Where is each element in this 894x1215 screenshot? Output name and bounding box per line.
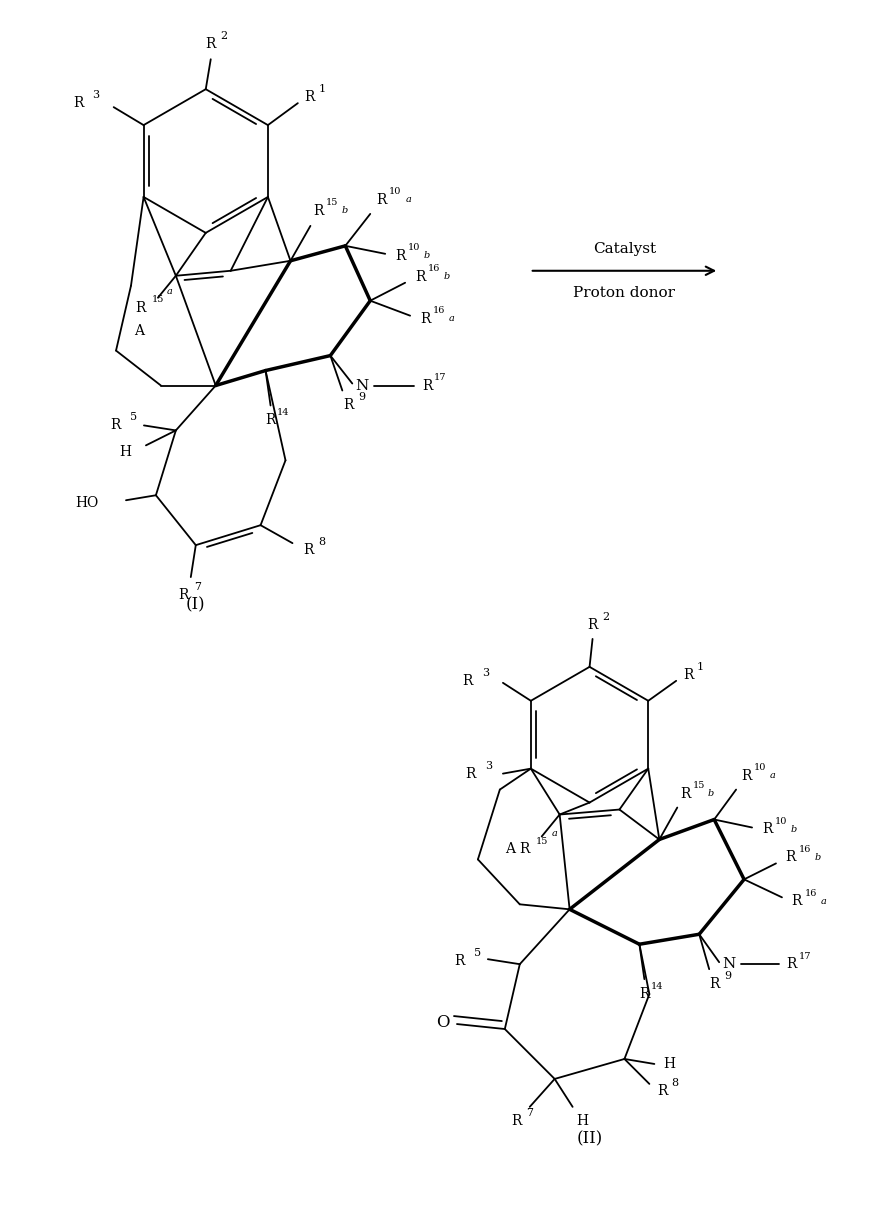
Text: 9: 9 bbox=[724, 971, 731, 982]
Text: 9: 9 bbox=[358, 392, 366, 402]
Text: R: R bbox=[265, 413, 275, 428]
Text: R: R bbox=[313, 204, 324, 217]
Text: 2: 2 bbox=[602, 612, 609, 622]
Text: R: R bbox=[465, 767, 476, 780]
Text: R: R bbox=[342, 399, 353, 412]
Text: R: R bbox=[421, 379, 432, 392]
Text: H: H bbox=[576, 1114, 588, 1128]
Text: Catalyst: Catalyst bbox=[592, 242, 655, 256]
Text: 1: 1 bbox=[318, 84, 325, 95]
Text: b: b bbox=[424, 252, 430, 260]
Text: R: R bbox=[682, 668, 693, 682]
Text: 10: 10 bbox=[408, 243, 420, 253]
Text: 15: 15 bbox=[152, 295, 164, 304]
Text: R: R bbox=[511, 1114, 521, 1128]
Text: 16: 16 bbox=[427, 265, 440, 273]
Text: R: R bbox=[304, 90, 315, 104]
Text: 14: 14 bbox=[650, 982, 662, 990]
Text: 10: 10 bbox=[753, 763, 765, 773]
Text: b: b bbox=[790, 825, 797, 833]
Text: O: O bbox=[435, 1013, 450, 1030]
Text: A: A bbox=[134, 323, 144, 338]
Text: 8: 8 bbox=[671, 1078, 678, 1087]
Text: 1: 1 bbox=[696, 662, 703, 672]
Text: R: R bbox=[419, 312, 430, 326]
Text: R: R bbox=[740, 769, 750, 782]
Text: 15: 15 bbox=[692, 781, 704, 790]
Text: a: a bbox=[820, 897, 826, 906]
Text: R: R bbox=[73, 96, 84, 111]
Text: b: b bbox=[707, 789, 713, 798]
Text: R: R bbox=[394, 249, 405, 262]
Text: N: N bbox=[355, 379, 368, 392]
Text: N: N bbox=[721, 957, 735, 971]
Text: 10: 10 bbox=[389, 187, 401, 197]
Text: R: R bbox=[785, 850, 796, 864]
Text: 7: 7 bbox=[194, 582, 201, 592]
Text: 7: 7 bbox=[526, 1108, 533, 1118]
Text: 10: 10 bbox=[774, 816, 786, 826]
Text: a: a bbox=[167, 287, 173, 296]
Text: 8: 8 bbox=[317, 537, 325, 547]
Text: 16: 16 bbox=[433, 306, 444, 315]
Text: 3: 3 bbox=[485, 761, 492, 770]
Text: H: H bbox=[662, 1057, 675, 1070]
Text: R: R bbox=[375, 193, 386, 207]
Text: 3: 3 bbox=[92, 90, 99, 100]
Text: R: R bbox=[135, 300, 146, 315]
Text: R: R bbox=[206, 38, 215, 51]
Text: H: H bbox=[119, 446, 131, 459]
Text: 15: 15 bbox=[535, 837, 547, 846]
Text: 16: 16 bbox=[804, 889, 816, 898]
Text: 5: 5 bbox=[474, 948, 481, 959]
Text: R: R bbox=[415, 270, 425, 284]
Text: 17: 17 bbox=[797, 951, 810, 961]
Text: a: a bbox=[405, 196, 410, 204]
Text: 3: 3 bbox=[482, 668, 489, 678]
Text: 5: 5 bbox=[131, 412, 138, 423]
Text: (I): (I) bbox=[186, 597, 206, 614]
Text: R: R bbox=[454, 954, 464, 968]
Text: A: A bbox=[504, 842, 514, 857]
Text: a: a bbox=[449, 315, 454, 323]
Text: HO: HO bbox=[75, 496, 98, 510]
Text: R: R bbox=[303, 543, 313, 558]
Text: 17: 17 bbox=[434, 373, 446, 382]
Text: b: b bbox=[443, 272, 450, 281]
Text: b: b bbox=[341, 207, 347, 215]
Text: 14: 14 bbox=[277, 408, 290, 417]
Text: Proton donor: Proton donor bbox=[573, 286, 675, 300]
Text: R: R bbox=[462, 674, 473, 688]
Text: R: R bbox=[586, 618, 597, 632]
Text: R: R bbox=[708, 977, 719, 991]
Text: 2: 2 bbox=[220, 32, 227, 41]
Text: R: R bbox=[179, 588, 189, 601]
Text: R: R bbox=[791, 894, 801, 909]
Text: R: R bbox=[761, 823, 772, 836]
Text: R: R bbox=[111, 418, 121, 433]
Text: 16: 16 bbox=[797, 844, 810, 854]
Text: R: R bbox=[656, 1084, 667, 1098]
Text: a: a bbox=[769, 772, 775, 780]
Text: 15: 15 bbox=[325, 198, 338, 208]
Text: R: R bbox=[638, 987, 649, 1001]
Text: R: R bbox=[679, 786, 689, 801]
Text: (II): (II) bbox=[576, 1130, 602, 1147]
Text: a: a bbox=[551, 829, 557, 838]
Text: R: R bbox=[519, 842, 529, 857]
Text: b: b bbox=[814, 853, 820, 861]
Text: R: R bbox=[786, 957, 797, 971]
